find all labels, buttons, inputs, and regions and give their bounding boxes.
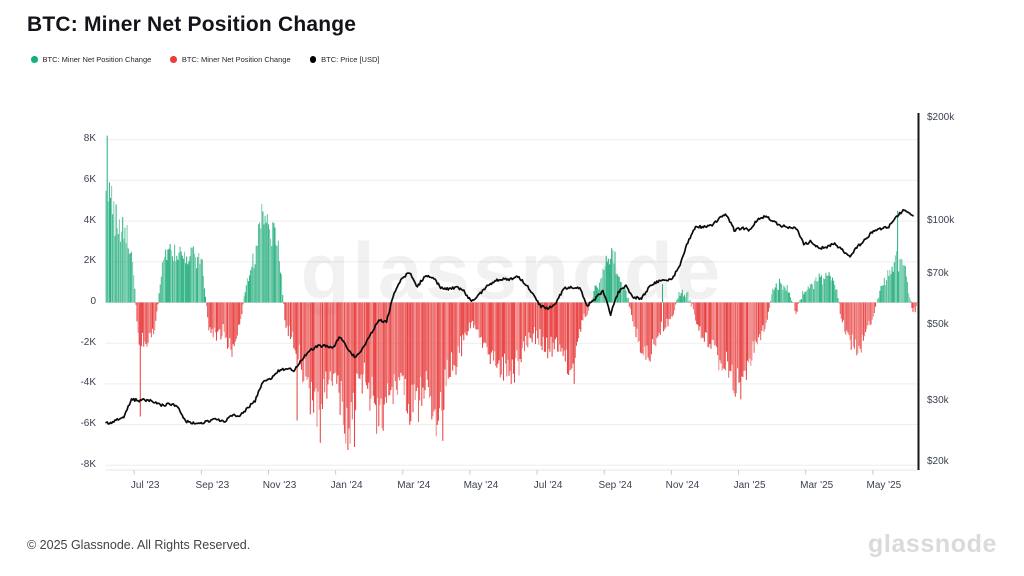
y-axis-left-tick-label: 6K [83, 173, 96, 185]
x-axis-tick-label: May '25 [866, 480, 902, 491]
y-axis-left-tick-label: 0 [90, 296, 96, 307]
legend-label: BTC: Price [USD] [321, 55, 380, 64]
legend-item: BTC: Miner Net Position Change [170, 55, 291, 64]
x-axis-tick-label: Jul '23 [130, 480, 160, 491]
y-axis-right-tick-label: $50k [927, 318, 949, 330]
legend-dot-icon [309, 56, 317, 63]
legend-item: BTC: Miner Net Position Change [31, 55, 151, 64]
miner-negative-bars [137, 302, 917, 444]
y-axis-left-tick-label: -8K [80, 458, 96, 470]
y-axis-left-tick-label: -6K [80, 418, 96, 430]
y-axis-left-tick-label: 4K [83, 214, 96, 226]
miner-positive-bars [105, 190, 912, 303]
y-axis-right-tick-label: $100k [927, 215, 955, 227]
miner-positive-bars [107, 185, 911, 303]
x-axis-tick-label: Mar '25 [800, 480, 834, 491]
price-line [105, 208, 914, 425]
y-axis-left-tick-label: -2K [80, 336, 96, 348]
y-axis-right-tick-label: $30k [927, 394, 949, 406]
y-axis-right-tick-label: $20k [927, 455, 949, 467]
watermark-text: glassnode [301, 227, 724, 316]
y-axis-left-tick-label: 2K [83, 255, 96, 267]
x-axis-tick-label: Nov '24 [665, 480, 700, 491]
x-axis-tick-label: Jan '25 [733, 480, 766, 491]
glassnode-logo: glassnode [867, 530, 997, 558]
y-axis-right-tick-label: $200k [927, 111, 955, 123]
x-axis-tick-label: Nov '23 [262, 480, 297, 491]
x-axis-tick-label: May '24 [463, 480, 499, 491]
page-title: BTC: Miner Net Position Change [27, 13, 357, 36]
x-axis-tick-label: Jan '24 [330, 480, 363, 491]
x-axis-tick-label: Jul '24 [533, 480, 563, 491]
legend-dot-icon [31, 56, 38, 63]
x-axis-tick-label: Sep '23 [195, 480, 230, 491]
x-axis-tick-label: Sep '24 [598, 480, 633, 491]
legend-dot-icon [170, 56, 177, 63]
y-axis-right-tick-label: $70k [927, 268, 949, 280]
y-axis-left-tick-label: -4K [80, 377, 96, 389]
miner-negative-bars [136, 302, 916, 450]
miner-positive-bars [106, 135, 906, 303]
legend-label: BTC: Miner Net Position Change [181, 55, 291, 64]
chart-legend: BTC: Miner Net Position Change BTC: Miner… [31, 55, 398, 64]
legend-label: BTC: Miner Net Position Change [42, 55, 152, 64]
miner-negative-bars [135, 302, 875, 434]
y-axis-left-tick-label: 8K [83, 133, 96, 145]
copyright-text: © 2025 Glassnode. All Rights Reserved. [27, 538, 251, 552]
legend-item: BTC: Price [USD] [309, 55, 380, 64]
x-axis-tick-label: Mar '24 [397, 480, 431, 491]
